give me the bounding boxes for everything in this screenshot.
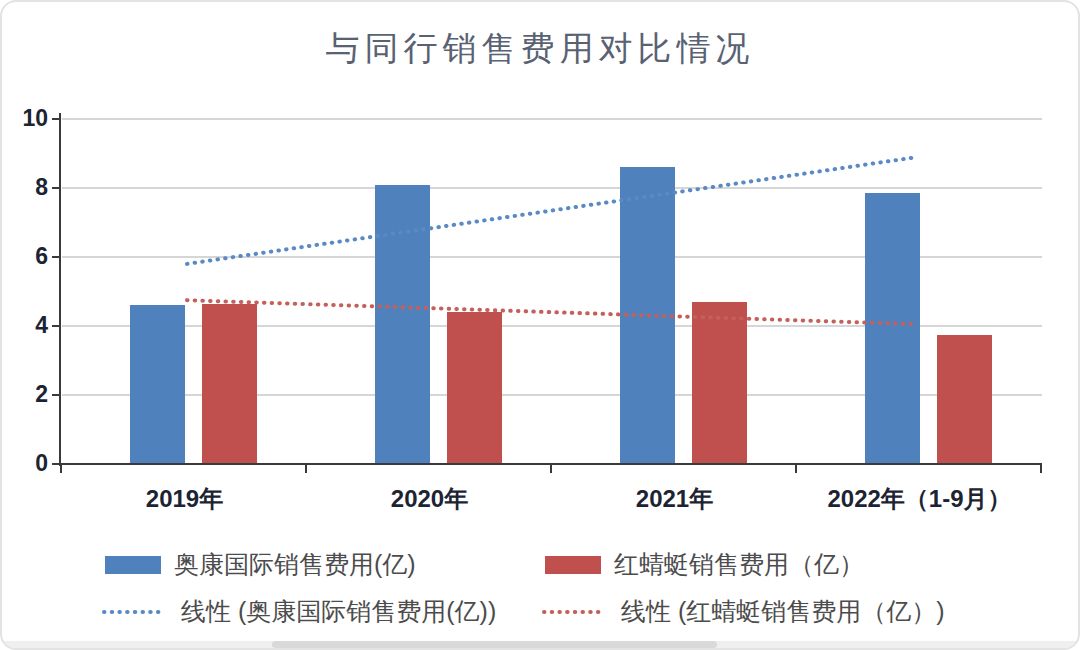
x-tick-mark-0 [60,465,62,473]
legend-label-series-0: 奥康国际销售费用(亿) [174,548,416,581]
x-axis-labels: 2019年 2020年 2021年 2022年（1-9月） [62,483,1042,515]
legend-item-trend-1: 线性 (红蜻蜓销售费用（亿）) [540,595,945,628]
y-tick-label-2: 2 [2,381,48,408]
chart-card: 与同行销售费用对比情况 0 2 4 6 8 10 2019年 2020年 2021年 20… [0,0,1080,650]
x-axis-label-2022: 2022年（1-9月） [797,483,1042,515]
trendline-1 [187,300,918,324]
plot-area [62,119,1042,464]
y-tick-label-6: 6 [2,243,48,270]
legend-swatch-series-0 [105,556,161,574]
legend-label-trend-0: 线性 (奥康国际销售费用(亿)) [181,595,496,628]
y-tick-label-8: 8 [2,174,48,201]
y-tick-label-4: 4 [2,312,48,339]
x-axis-label-2020: 2020年 [307,483,552,515]
legend-item-series-0: 奥康国际销售费用(亿) [105,548,416,581]
y-axis-line [59,113,61,466]
legend-label-series-1: 红蜻蜓销售费用（亿） [614,548,864,581]
y-tick-label-0: 0 [2,450,48,477]
legend-item-series-1: 红蜻蜓销售费用（亿） [545,548,864,581]
x-axis-label-2019: 2019年 [62,483,307,515]
x-axis-label-2021: 2021年 [552,483,797,515]
x-tick-mark-3 [795,465,797,473]
bottom-divider-bar [272,641,717,648]
legend-label-trend-1: 线性 (红蜻蜓销售费用（亿）) [621,595,945,628]
trendlines-layer [62,119,1042,464]
legend-dotted-line-blue [100,607,168,617]
chart-title: 与同行销售费用对比情况 [2,26,1078,72]
legend-dotted-line-red [540,607,608,617]
x-tick-mark-1 [305,465,307,473]
x-tick-mark-4 [1040,465,1042,473]
legend-item-trend-0: 线性 (奥康国际销售费用(亿)) [100,595,496,628]
y-axis: 0 2 4 6 8 10 [2,2,60,650]
legend-swatch-series-1 [545,556,601,574]
x-tick-mark-2 [550,465,552,473]
trendline-0 [187,157,918,264]
y-tick-label-10: 10 [2,105,48,132]
